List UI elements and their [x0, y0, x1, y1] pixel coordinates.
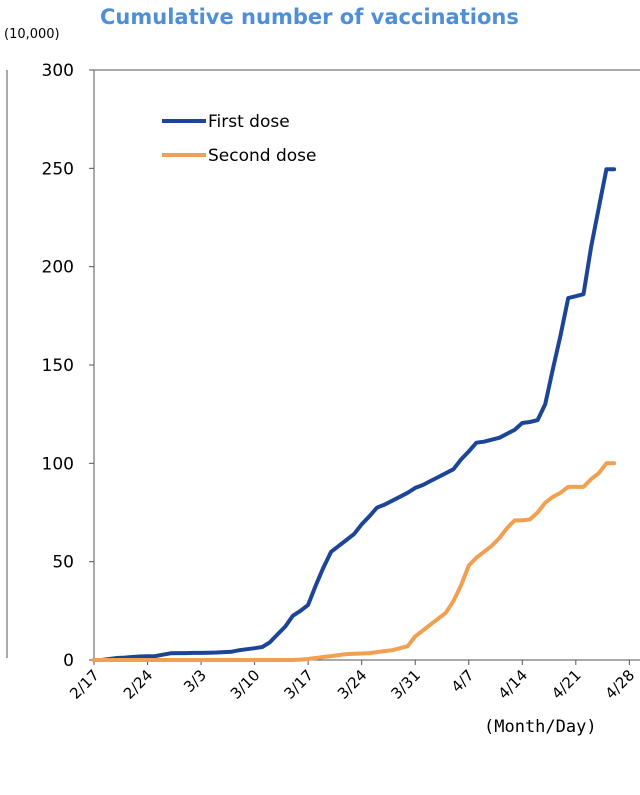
y-tick-label: 50: [52, 553, 74, 573]
x-tick-label: 2/24: [120, 666, 157, 703]
x-tick-label: 3/24: [334, 666, 371, 703]
legend: First dose Second dose: [162, 112, 316, 166]
x-tick-label: 4/28: [602, 666, 639, 703]
y-tick-label: 0: [63, 651, 74, 671]
y-tick-label: 150: [42, 356, 74, 376]
y-tick-label: 250: [42, 159, 74, 179]
chart-title: Cumulative number of vaccinations: [100, 5, 519, 29]
y-tick-label: 300: [42, 61, 74, 81]
x-tick-label: 3/3: [180, 666, 210, 696]
x-tick-label: 3/10: [227, 666, 264, 703]
y-tick-label: 100: [42, 454, 74, 474]
series-lines: [92, 167, 617, 662]
x-axis-ticks: 2/17 2/24 3/3 3/10 3/17 3/24 3/31 4/7 4/14 4/21 4/…: [66, 660, 638, 703]
series-line-first-dose: [92, 167, 617, 662]
y-axis-ticks: 0 50 100 150 200 250 300: [42, 61, 94, 671]
x-tick-label: 3/31: [387, 666, 424, 703]
y-tick-label: 200: [42, 258, 74, 278]
x-tick-label: 2/17: [66, 666, 103, 703]
series-line-second-dose: [92, 461, 617, 662]
y-unit-label: (10,000): [4, 27, 60, 42]
legend-label-second-dose: Second dose: [208, 146, 316, 166]
x-axis-label: (Month/Day): [484, 717, 597, 737]
x-tick-label: 4/7: [448, 666, 478, 696]
x-tick-label: 4/14: [495, 666, 532, 703]
x-tick-label: 4/21: [548, 666, 585, 703]
legend-label-first-dose: First dose: [208, 112, 290, 132]
x-tick-label: 3/17: [280, 666, 317, 703]
